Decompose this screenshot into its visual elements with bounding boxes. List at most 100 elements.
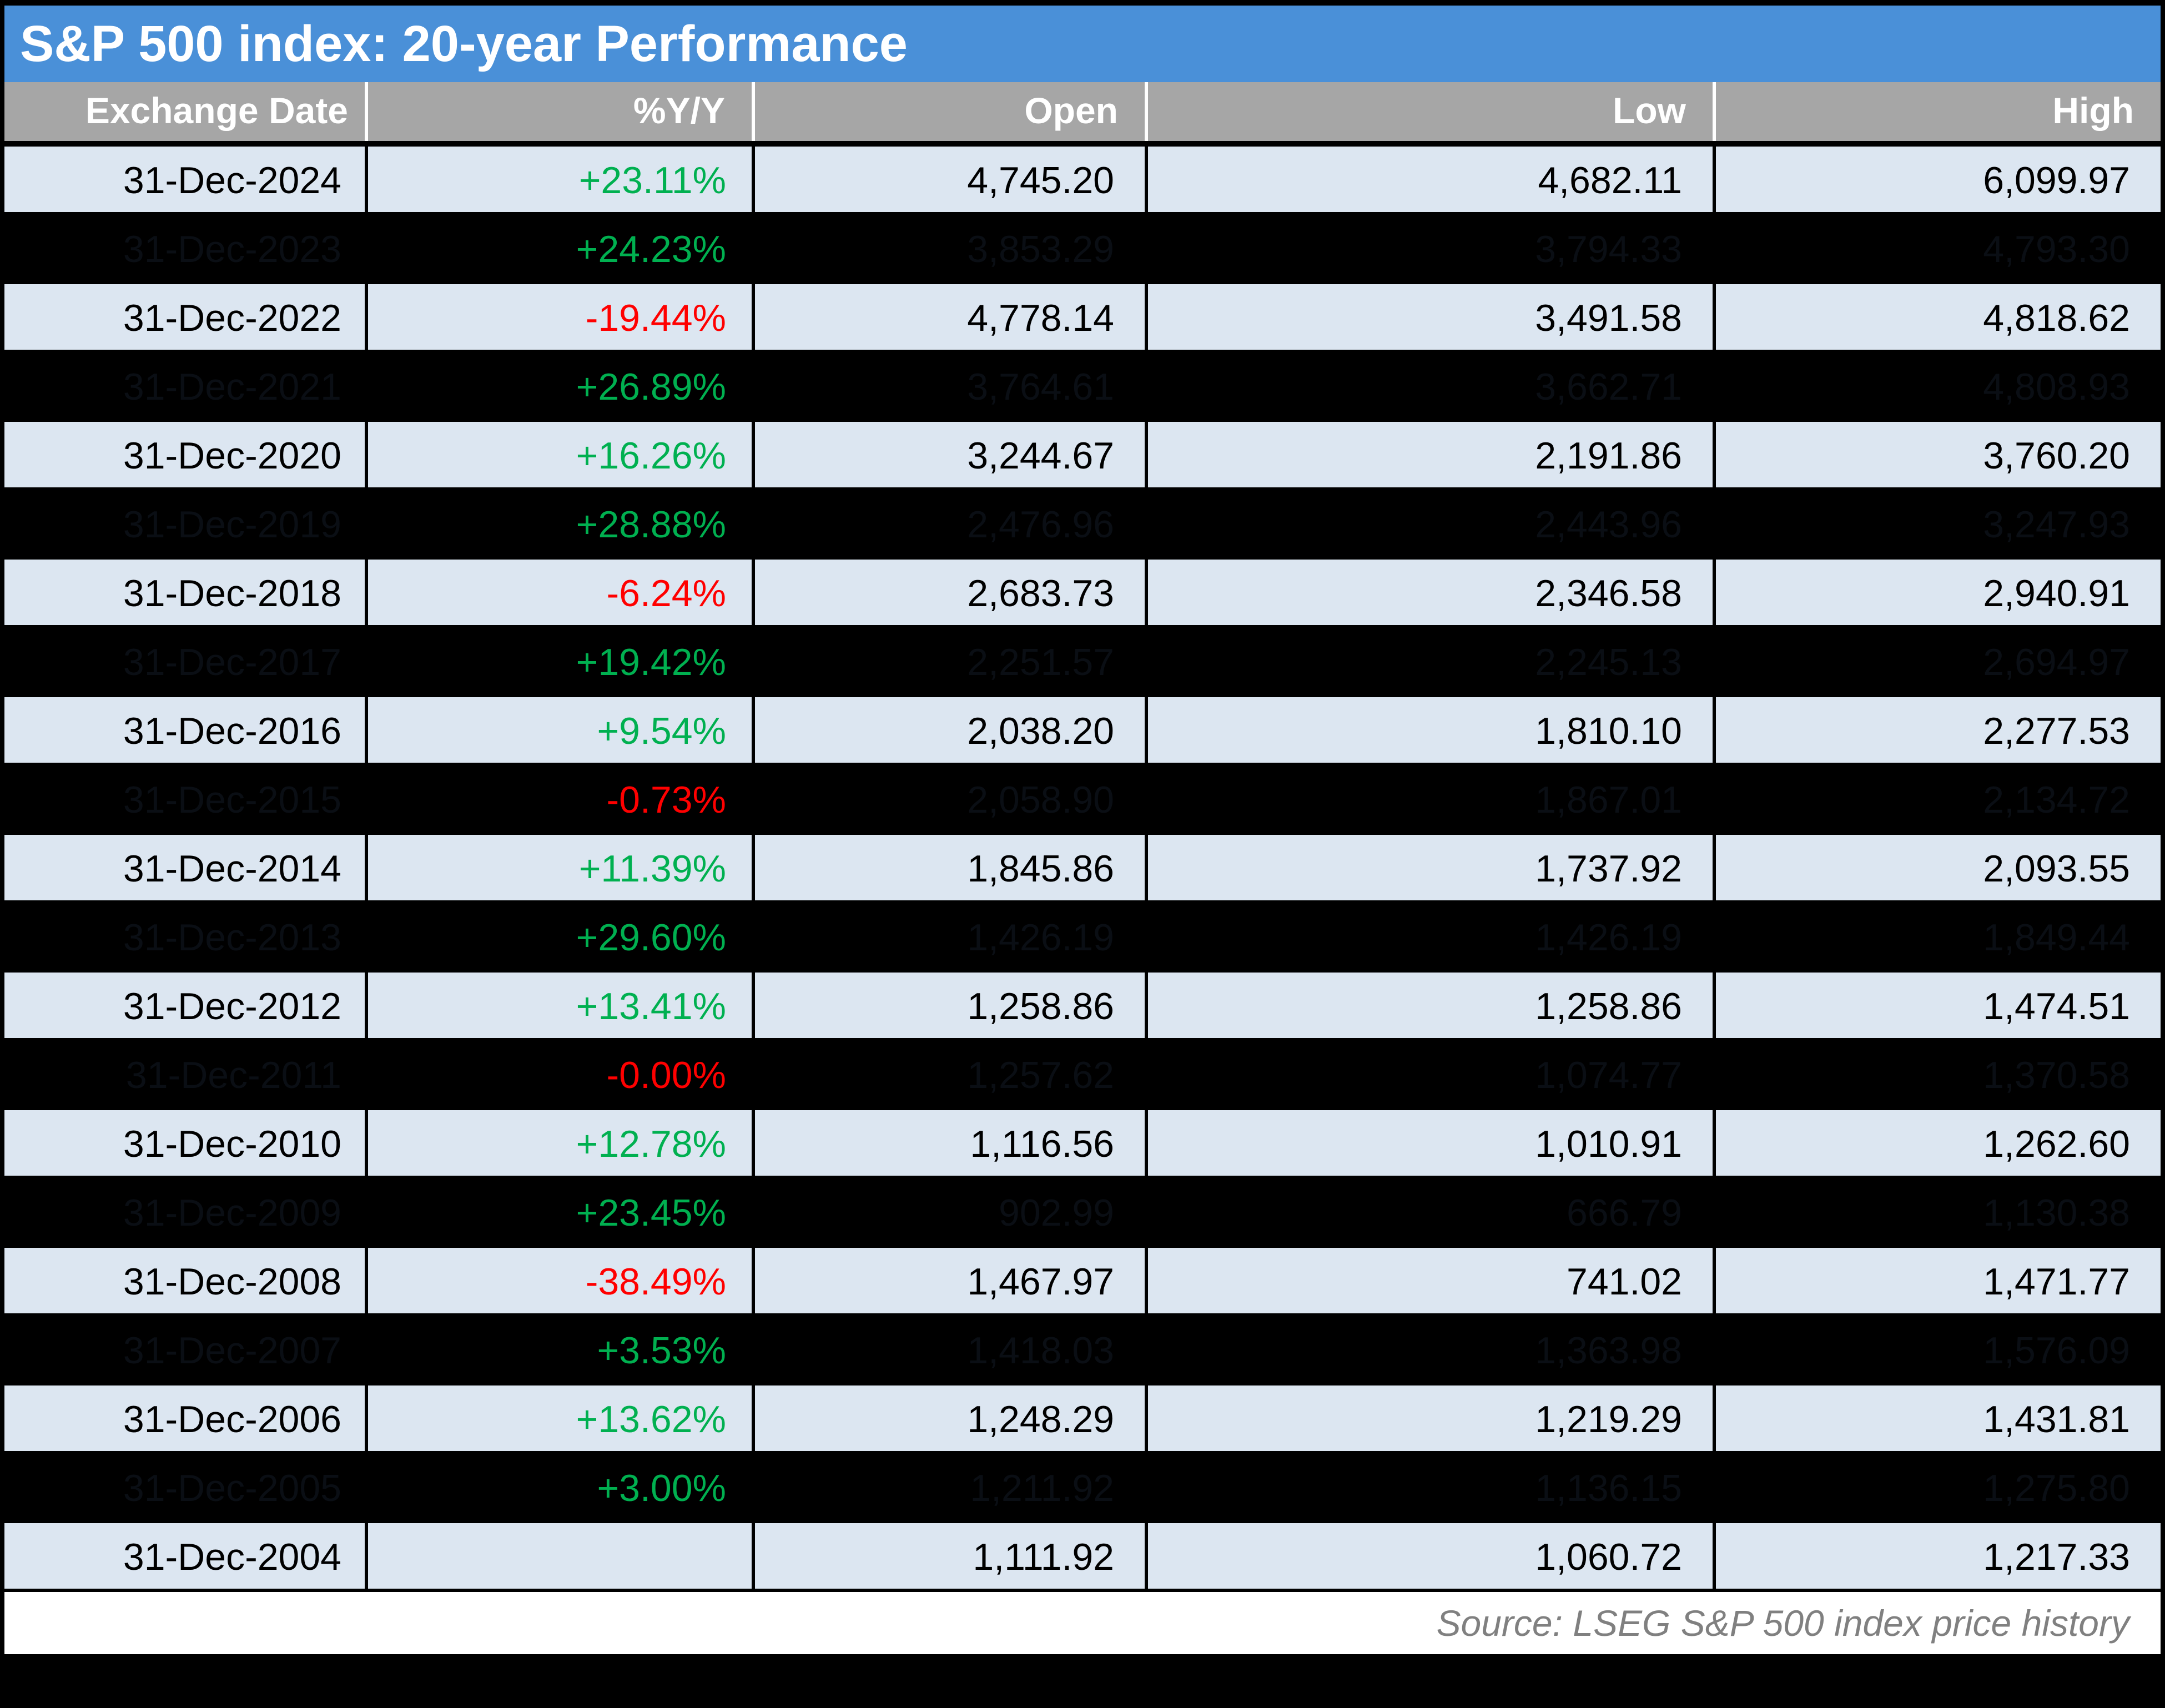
- header-low: Low: [1145, 82, 1714, 147]
- header-yoy: %Y/Y: [365, 82, 753, 147]
- cell-high: 1,849.44: [1714, 902, 2161, 973]
- cell-yoy: -0.00%: [366, 1040, 755, 1110]
- cell-date: 31-Dec-2013: [4, 902, 368, 973]
- table-row: 31-Dec-2011 -0.00% 1,257.62 1,074.77 1,370.5…: [4, 1040, 2161, 1110]
- table-row: 31-Dec-2016 +9.54% 2,038.20 1,810.10 2,277.5…: [4, 696, 2161, 766]
- table-row: 31-Dec-2020 +16.26% 3,244.67 2,191.86 3,760.…: [4, 420, 2161, 491]
- cell-high: 1,262.60: [1714, 1109, 2161, 1179]
- cell-yoy: -6.24%: [366, 558, 755, 628]
- cell-open: 1,258.86: [753, 971, 1148, 1041]
- cell-open: 1,248.29: [753, 1384, 1148, 1454]
- cell-date: 31-Dec-2016: [4, 696, 368, 766]
- cell-yoy: +11.39%: [366, 833, 755, 904]
- cell-date: 31-Dec-2008: [4, 1246, 368, 1317]
- cell-date: 31-Dec-2004: [4, 1521, 368, 1592]
- cell-yoy: +26.89%: [366, 351, 755, 422]
- cell-high: 1,370.58: [1714, 1040, 2161, 1110]
- cell-low: 1,810.10: [1146, 696, 1716, 766]
- cell-date: 31-Dec-2012: [4, 971, 368, 1041]
- cell-low: 1,219.29: [1146, 1384, 1716, 1454]
- cell-low: 1,258.86: [1146, 971, 1716, 1041]
- cell-yoy: +19.42%: [366, 627, 755, 697]
- cell-date: 31-Dec-2015: [4, 764, 368, 835]
- cell-open: 1,116.56: [753, 1109, 1148, 1179]
- cell-high: 2,694.97: [1714, 627, 2161, 697]
- cell-high: 3,247.93: [1714, 489, 2161, 560]
- cell-yoy: +9.54%: [366, 696, 755, 766]
- table-row: 31-Dec-2019 +28.88% 2,476.96 2,443.96 3,247.…: [4, 489, 2161, 560]
- cell-yoy: +16.26%: [366, 420, 755, 491]
- cell-date: 31-Dec-2022: [4, 283, 368, 353]
- cell-low: 3,662.71: [1146, 351, 1716, 422]
- cell-open: 1,111.92: [753, 1521, 1148, 1592]
- cell-low: 1,060.72: [1146, 1521, 1716, 1592]
- cell-low: 2,191.86: [1146, 420, 1716, 491]
- cell-high: 2,093.55: [1714, 833, 2161, 904]
- table-row: 31-Dec-2017 +19.42% 2,251.57 2,245.13 2,694.…: [4, 627, 2161, 697]
- cell-high: 1,431.81: [1714, 1384, 2161, 1454]
- cell-open: 2,476.96: [753, 489, 1148, 560]
- cell-high: 1,471.77: [1714, 1246, 2161, 1317]
- table-row: 31-Dec-2005 +3.00% 1,211.92 1,136.15 1,275.8…: [4, 1453, 2161, 1523]
- table-body: 31-Dec-2024 +23.11% 4,745.20 4,682.11 6,099.…: [4, 144, 2161, 1592]
- header-open: Open: [752, 82, 1146, 147]
- cell-open: 1,426.19: [753, 902, 1148, 973]
- cell-low: 3,491.58: [1146, 283, 1716, 353]
- cell-open: 902.99: [753, 1177, 1148, 1248]
- cell-low: 741.02: [1146, 1246, 1716, 1317]
- cell-yoy: +29.60%: [366, 902, 755, 973]
- table-row: 31-Dec-2021 +26.89% 3,764.61 3,662.71 4,808.…: [4, 351, 2161, 422]
- cell-yoy: [366, 1521, 755, 1592]
- cell-high: 6,099.97: [1714, 144, 2161, 215]
- cell-high: 1,474.51: [1714, 971, 2161, 1041]
- cell-open: 1,467.97: [753, 1246, 1148, 1317]
- cell-yoy: -0.73%: [366, 764, 755, 835]
- source-note: Source: LSEG S&P 500 index price history: [1436, 1603, 2129, 1644]
- cell-yoy: +13.62%: [366, 1384, 755, 1454]
- cell-low: 1,426.19: [1146, 902, 1716, 973]
- table-row: 31-Dec-2018 -6.24% 2,683.73 2,346.58 2,940.9…: [4, 558, 2161, 628]
- cell-date: 31-Dec-2024: [4, 144, 368, 215]
- cell-high: 1,275.80: [1714, 1453, 2161, 1523]
- cell-low: 3,794.33: [1146, 214, 1716, 284]
- header-exchange-date: Exchange Date: [4, 82, 366, 147]
- cell-open: 1,418.03: [753, 1315, 1148, 1385]
- cell-high: 1,576.09: [1714, 1315, 2161, 1385]
- cell-yoy: +23.45%: [366, 1177, 755, 1248]
- table-row: 31-Dec-2014 +11.39% 1,845.86 1,737.92 2,093.…: [4, 833, 2161, 904]
- table-row: 31-Dec-2009 +23.45% 902.99 666.79 1,130.38: [4, 1177, 2161, 1248]
- cell-open: 1,257.62: [753, 1040, 1148, 1110]
- cell-high: 4,818.62: [1714, 283, 2161, 353]
- cell-low: 2,443.96: [1146, 489, 1716, 560]
- cell-high: 2,134.72: [1714, 764, 2161, 835]
- cell-low: 4,682.11: [1146, 144, 1716, 215]
- header-high: High: [1713, 82, 2161, 147]
- performance-table: Exchange Date %Y/Y Open Low High 31-Dec-…: [4, 82, 2161, 1592]
- cell-low: 1,136.15: [1146, 1453, 1716, 1523]
- cell-low: 1,010.91: [1146, 1109, 1716, 1179]
- cell-open: 3,853.29: [753, 214, 1148, 284]
- cell-high: 2,940.91: [1714, 558, 2161, 628]
- cell-low: 1,074.77: [1146, 1040, 1716, 1110]
- cell-date: 31-Dec-2019: [4, 489, 368, 560]
- cell-low: 1,867.01: [1146, 764, 1716, 835]
- cell-date: 31-Dec-2021: [4, 351, 368, 422]
- cell-date: 31-Dec-2011: [4, 1040, 368, 1110]
- cell-date: 31-Dec-2006: [4, 1384, 368, 1454]
- title-bar: S&P 500 index: 20-year Performance: [4, 6, 2161, 82]
- cell-open: 3,244.67: [753, 420, 1148, 491]
- footer-band: [4, 1654, 2161, 1708]
- table-row: 31-Dec-2022 -19.44% 4,778.14 3,491.58 4,818.…: [4, 283, 2161, 353]
- cell-high: 1,217.33: [1714, 1521, 2161, 1592]
- cell-yoy: +3.00%: [366, 1453, 755, 1523]
- cell-yoy: +3.53%: [366, 1315, 755, 1385]
- table-row: 31-Dec-2023 +24.23% 3,853.29 3,794.33 4,793.…: [4, 214, 2161, 284]
- cell-low: 1,737.92: [1146, 833, 1716, 904]
- cell-date: 31-Dec-2018: [4, 558, 368, 628]
- cell-high: 4,793.30: [1714, 214, 2161, 284]
- table-row: 31-Dec-2015 -0.73% 2,058.90 1,867.01 2,134.7…: [4, 764, 2161, 835]
- table-row: 31-Dec-2010 +12.78% 1,116.56 1,010.91 1,262.…: [4, 1109, 2161, 1179]
- cell-date: 31-Dec-2009: [4, 1177, 368, 1248]
- cell-date: 31-Dec-2017: [4, 627, 368, 697]
